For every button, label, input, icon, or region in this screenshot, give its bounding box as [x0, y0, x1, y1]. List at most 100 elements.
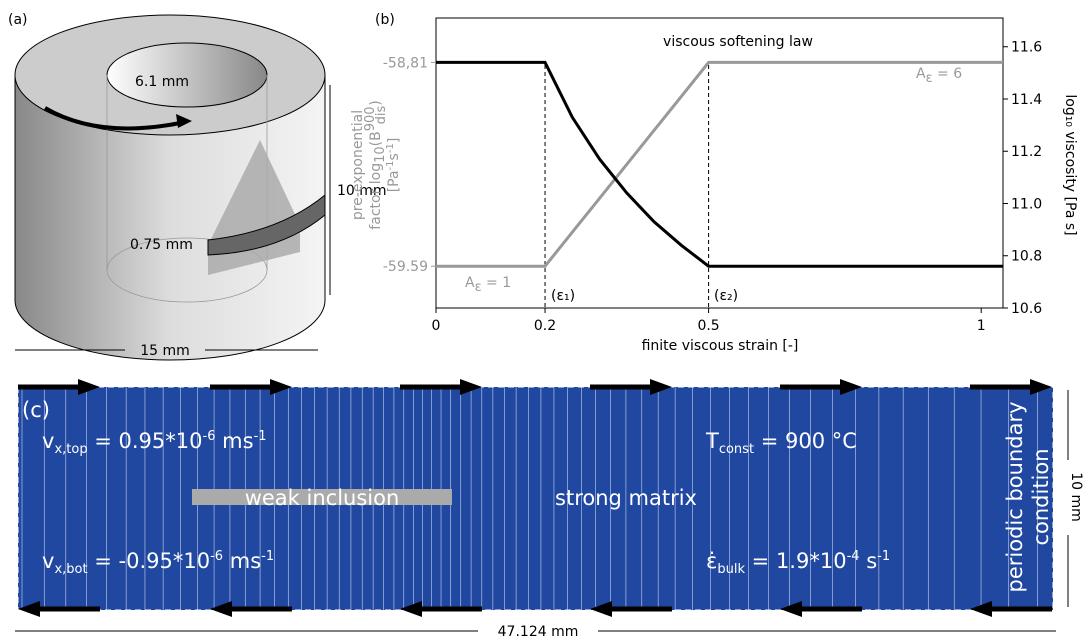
y2-tick-label: 11.6 [1011, 40, 1042, 56]
arrow-head [780, 601, 802, 617]
temperature: Tconst = 900 °C [705, 429, 857, 457]
t: s [386, 153, 402, 160]
t: v [42, 429, 54, 453]
y-tick-label: -59.59 [383, 259, 428, 275]
y-tick-label: -58,81 [383, 55, 428, 71]
arrow-head [970, 601, 992, 617]
arrow-head [650, 379, 672, 395]
t: x,top [54, 442, 87, 457]
y2-tick-label: 10.8 [1011, 249, 1042, 265]
t: -4 [847, 549, 860, 564]
x-tick-label: 0.2 [534, 318, 556, 334]
series-line [436, 60, 1003, 268]
t: factor log [368, 163, 384, 230]
x-axis-label: finite viscous strain [-] [642, 338, 799, 354]
t: -6 [210, 549, 223, 564]
series-line [436, 60, 1003, 268]
chart-title: viscous softening law [663, 34, 813, 50]
t: = 1.9*10 [745, 549, 847, 573]
arrow-head [400, 601, 422, 617]
rotation-arrow [43, 106, 186, 131]
t: = 6 [933, 66, 963, 82]
y-label-line: [Pa-1s-1] [385, 138, 402, 193]
arrow-head [176, 114, 192, 128]
annotation: Aε = 6 [916, 66, 962, 86]
t: -1 [877, 549, 890, 564]
dimension: 15 mm [140, 343, 190, 359]
t: [Pa [386, 170, 402, 192]
t: T [705, 429, 719, 453]
arrow-head [590, 601, 612, 617]
y2-tick-label: 11.4 [1011, 92, 1042, 108]
arrow-head [78, 379, 100, 395]
y2-tick-label: 11.0 [1011, 196, 1042, 212]
t: 900 [363, 106, 378, 131]
boundary-label: periodic boundary [1003, 401, 1027, 592]
t: A [916, 66, 926, 82]
t: A [465, 275, 475, 291]
mesh [21, 387, 1038, 610]
y-axis-label: pre-exponential factor log10(B900dis) [P… [350, 100, 402, 229]
inclusion [192, 489, 452, 505]
t: (B [368, 131, 384, 146]
y-label-line: factor log10(B900dis) [363, 100, 389, 229]
arrow-head [270, 379, 292, 395]
t: = -0.95*10 [88, 549, 211, 573]
dimension: 10 mm [337, 183, 387, 199]
t: -1 [254, 429, 267, 444]
t: 10 [373, 146, 388, 163]
x-tick-label: 1 [977, 318, 986, 334]
t: -1 [261, 549, 274, 564]
t: = 0.95*10 [88, 429, 203, 453]
x-tick-label: 0 [432, 318, 441, 334]
panel-a: (a) 6.1 mm 0.75 mm 10 mm 15 mm [8, 12, 387, 361]
panel-label: (b) [375, 12, 395, 28]
t: v [42, 549, 54, 573]
t: ) [368, 100, 384, 105]
boundary-label: condition [1029, 448, 1053, 545]
y2-axis-label: log₁₀ viscosity [Pa s] [1062, 94, 1078, 235]
dimension: 6.1 mm [135, 74, 189, 90]
inclusion-label: weak inclusion [245, 486, 400, 510]
y2-tick-label: 11.2 [1011, 144, 1042, 160]
panel-label: (a) [8, 12, 28, 28]
y2-tick-label: 10.6 [1011, 301, 1042, 317]
annotation: (ε₂) [714, 288, 738, 304]
arrow-head [18, 601, 40, 617]
t: = 1 [482, 275, 512, 291]
t: bulk [717, 562, 745, 577]
domain [18, 387, 1053, 610]
arrow-head [460, 379, 482, 395]
arrows [18, 379, 1052, 617]
panel-label: (c) [22, 398, 50, 422]
t: = 900 °C [754, 429, 857, 453]
t: ] [386, 138, 402, 143]
velocity-bottom: vx,bot = -0.95*10-6 ms-1 [42, 549, 274, 577]
strain-rate: ε̇bulk = 1.9*10-4 s-1 [706, 549, 890, 577]
t: x,bot [54, 562, 87, 577]
panel-c: (c) vx,top = 0.95*10-6 ms-1 vx,bot = -0.… [15, 379, 1084, 640]
t: ms [215, 429, 253, 453]
velocity-top: vx,top = 0.95*10-6 ms-1 [42, 429, 267, 457]
arrow-head [1030, 379, 1052, 395]
y-label-line: pre-exponential [350, 110, 366, 220]
arrow-head [210, 601, 232, 617]
t: ms [223, 549, 261, 573]
t: ε [475, 280, 482, 295]
t: ε [926, 71, 933, 86]
layer [207, 193, 326, 256]
dimension: 10 mm [1068, 472, 1084, 522]
plot-frame [435, 17, 1004, 309]
t: -1 [385, 143, 396, 153]
t: -1 [385, 160, 396, 170]
x-tick-label: 0.5 [697, 318, 719, 334]
t: -6 [203, 429, 216, 444]
boundary [17, 386, 1054, 611]
dimension: 47.124 mm [498, 624, 579, 640]
t: s [860, 549, 878, 573]
annotation: (ε₁) [551, 288, 575, 304]
t: dis [374, 106, 389, 125]
t: ε̇ [706, 549, 717, 573]
t: const [719, 442, 754, 457]
